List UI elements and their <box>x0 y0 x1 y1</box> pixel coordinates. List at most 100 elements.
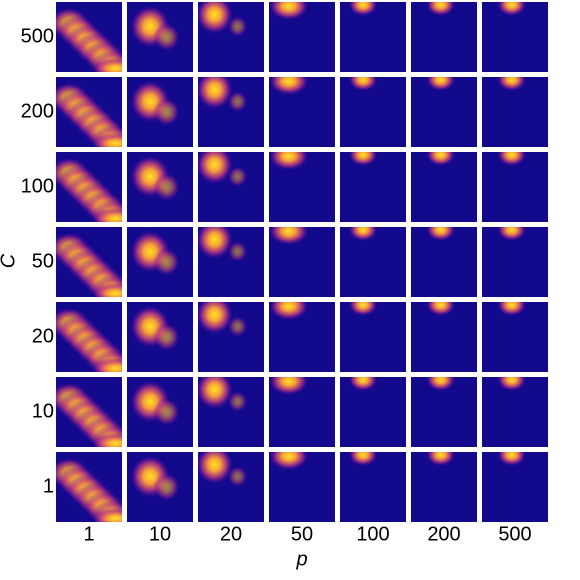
cell-content <box>198 2 264 72</box>
heatmap-cell <box>340 227 406 297</box>
heat-blob <box>497 377 527 391</box>
cell-content <box>127 377 193 447</box>
heat-blob <box>426 2 456 16</box>
cell-content <box>269 152 335 222</box>
heat-blob <box>198 377 233 410</box>
heatmap-cell <box>411 227 477 297</box>
cell-content <box>340 452 406 522</box>
heat-blob <box>92 133 122 147</box>
heat-blob <box>153 398 180 426</box>
heatmap-cell <box>482 302 548 372</box>
heat-blob <box>269 302 309 321</box>
cell-content <box>269 452 335 522</box>
cell-content <box>56 302 122 372</box>
heatmap-cell <box>340 377 406 447</box>
heat-blob <box>227 241 248 262</box>
heat-blob <box>426 452 456 466</box>
cell-content <box>269 2 335 72</box>
heat-blob <box>426 152 456 166</box>
heat-blob <box>269 152 309 171</box>
heat-blob <box>348 452 378 466</box>
heat-blob <box>227 166 248 187</box>
heatmap-cell <box>127 2 193 72</box>
cell-content <box>340 227 406 297</box>
heat-blob <box>426 302 456 316</box>
y-tick-label: 100 <box>21 175 54 197</box>
heat-blob <box>497 227 527 241</box>
heatmap-cell <box>340 77 406 147</box>
heatmap-cell <box>198 152 264 222</box>
heatmap-cell <box>56 302 122 372</box>
heat-blob <box>227 91 248 112</box>
cell-content <box>411 2 477 72</box>
x-tick-label: 500 <box>498 523 531 545</box>
heat-blob <box>198 2 233 35</box>
cell-content <box>127 452 193 522</box>
heat-blob <box>92 58 122 72</box>
cell-content <box>269 227 335 297</box>
heatmap-cell <box>127 377 193 447</box>
heatmap-cell <box>411 2 477 72</box>
heatmap-cell <box>56 452 122 522</box>
cell-content <box>198 302 264 372</box>
heat-blob <box>153 23 180 51</box>
cell-content <box>340 77 406 147</box>
cell-content <box>127 152 193 222</box>
cell-content <box>127 77 193 147</box>
heatmap-cell <box>198 2 264 72</box>
x-axis-label: p <box>295 548 307 570</box>
heat-blob <box>348 77 378 91</box>
cell-content <box>198 152 264 222</box>
heatmap-cell <box>198 227 264 297</box>
heatmap-cell <box>340 2 406 72</box>
heat-blob <box>227 16 248 37</box>
cell-content <box>482 377 548 447</box>
heatmap-cell <box>198 452 264 522</box>
cell-background <box>340 2 406 72</box>
heatmap-cell <box>482 377 548 447</box>
heat-blob <box>348 377 378 391</box>
heatmap-cell <box>269 227 335 297</box>
cell-background <box>340 227 406 297</box>
heatmap-cell <box>482 227 548 297</box>
cell-content <box>411 302 477 372</box>
heat-blob <box>269 227 309 246</box>
cell-background <box>340 77 406 147</box>
heatmap-cell <box>56 227 122 297</box>
cell-content <box>198 377 264 447</box>
cell-content <box>340 302 406 372</box>
heatmap-cell <box>340 152 406 222</box>
heat-blob <box>348 152 378 166</box>
heatmap-cell <box>340 452 406 522</box>
heat-blob <box>227 391 248 412</box>
cell-content <box>198 227 264 297</box>
heatmap-cell <box>56 2 122 72</box>
cell-background <box>340 152 406 222</box>
cell-content <box>56 152 122 222</box>
heat-blob <box>348 2 378 16</box>
cell-content <box>482 227 548 297</box>
heatmap-cell <box>482 2 548 72</box>
cell-content <box>340 152 406 222</box>
y-tick-label: 1 <box>43 475 54 497</box>
heat-blob <box>92 358 122 372</box>
heatmap-cell <box>269 2 335 72</box>
cell-content <box>411 77 477 147</box>
heat-blob <box>92 208 122 222</box>
heat-blob <box>198 77 233 110</box>
heatmap-cell <box>269 152 335 222</box>
cells <box>56 2 548 522</box>
heatmap-cell <box>411 452 477 522</box>
cell-content <box>127 2 193 72</box>
cell-content <box>56 227 122 297</box>
cell-background <box>340 452 406 522</box>
heat-blob <box>426 77 456 91</box>
cell-content <box>56 77 122 147</box>
x-tick-label: 1 <box>83 523 94 545</box>
cell-content <box>56 2 122 72</box>
cell-content <box>340 377 406 447</box>
heat-blob <box>153 323 180 351</box>
heatmap-cell <box>411 377 477 447</box>
cell-content <box>269 77 335 147</box>
